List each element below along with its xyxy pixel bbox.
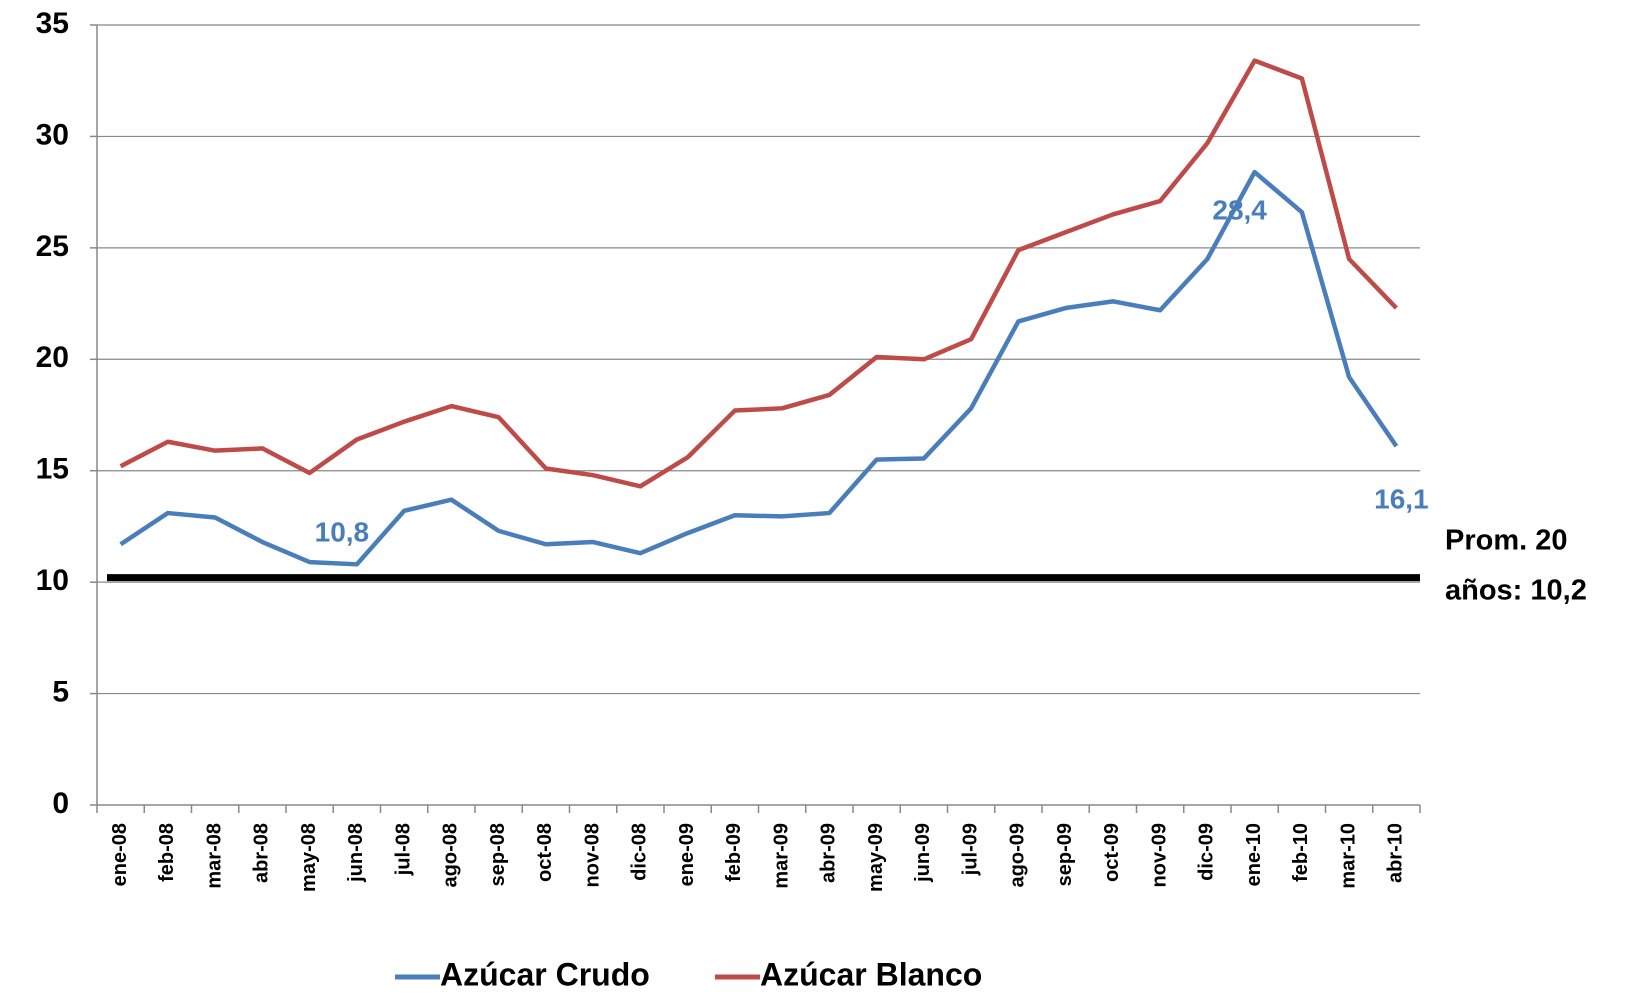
legend-label: Azúcar Crudo bbox=[440, 956, 650, 992]
y-tick-label: 5 bbox=[52, 675, 69, 708]
x-tick-label: sep-09 bbox=[1054, 823, 1076, 886]
y-tick-label: 0 bbox=[52, 787, 69, 820]
average-label: años: 10,2 bbox=[1445, 574, 1587, 606]
average-label: Prom. 20 bbox=[1445, 524, 1568, 556]
series-line bbox=[119, 58, 1399, 489]
x-tick-label: jun-09 bbox=[912, 823, 934, 883]
x-tick-label: ene-10 bbox=[1243, 823, 1265, 886]
y-tick-label: 25 bbox=[36, 230, 69, 263]
x-tick-label: oct-08 bbox=[534, 823, 556, 882]
x-tick-label: abr-09 bbox=[818, 823, 840, 883]
x-tick-label: jul-09 bbox=[959, 823, 981, 876]
x-tick-label: dic-09 bbox=[1196, 823, 1218, 881]
x-tick-label: feb-10 bbox=[1290, 823, 1312, 882]
x-tick-label: feb-08 bbox=[156, 823, 178, 882]
x-tick-label: ene-08 bbox=[109, 823, 131, 886]
y-tick-label: 10 bbox=[36, 564, 69, 597]
x-tick-label: mar-10 bbox=[1337, 823, 1359, 889]
x-tick-label: jun-08 bbox=[345, 823, 367, 883]
data-label: 28,4 bbox=[1212, 194, 1267, 225]
x-tick-label: feb-09 bbox=[723, 823, 745, 882]
y-tick-label: 30 bbox=[36, 118, 69, 151]
x-tick-label: dic-08 bbox=[629, 823, 651, 881]
y-tick-label: 15 bbox=[36, 453, 69, 486]
x-tick-label: jul-08 bbox=[392, 823, 414, 876]
x-tick-label: ene-09 bbox=[676, 823, 698, 886]
x-tick-label: abr-10 bbox=[1385, 823, 1407, 883]
data-label: 10,8 bbox=[315, 517, 370, 548]
x-tick-label: may-09 bbox=[865, 823, 887, 892]
x-tick-label: nov-09 bbox=[1148, 823, 1170, 887]
x-tick-label: mar-08 bbox=[203, 823, 225, 889]
x-tick-label: may-08 bbox=[298, 823, 320, 892]
x-tick-label: mar-09 bbox=[770, 823, 792, 889]
legend-label: Azúcar Blanco bbox=[760, 956, 982, 992]
data-label: 16,1 bbox=[1374, 484, 1429, 515]
y-tick-label: 20 bbox=[36, 341, 69, 374]
x-tick-label: nov-08 bbox=[581, 823, 603, 887]
x-tick-label: ago-09 bbox=[1007, 823, 1029, 887]
x-tick-label: oct-09 bbox=[1101, 823, 1123, 882]
x-tick-label: sep-08 bbox=[487, 823, 509, 886]
x-tick-label: ago-08 bbox=[440, 823, 462, 887]
y-tick-label: 35 bbox=[36, 7, 69, 40]
series-line bbox=[119, 169, 1399, 567]
x-tick-label: abr-08 bbox=[251, 823, 273, 883]
